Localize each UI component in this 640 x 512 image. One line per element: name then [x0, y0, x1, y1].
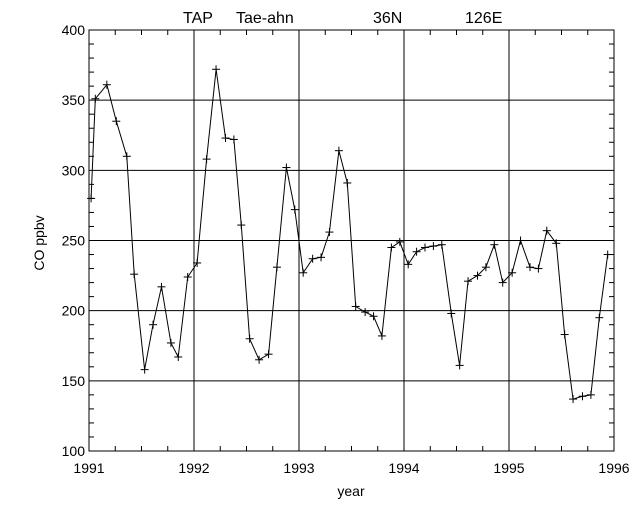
data-point [237, 221, 246, 230]
data-point [473, 271, 482, 280]
data-point [508, 268, 517, 277]
grid-lines [89, 30, 614, 451]
x-axis-label: year [337, 483, 365, 499]
data-point [102, 80, 111, 89]
y-tick-labels: 100 150 200 250 300 350 400 [62, 22, 86, 459]
data-point [272, 263, 281, 272]
data-point [586, 390, 595, 399]
data-point [183, 272, 192, 281]
y-tick-label: 150 [62, 373, 86, 389]
data-point [87, 194, 96, 203]
data-point [174, 352, 183, 361]
data-point [212, 65, 221, 74]
data-point [343, 178, 352, 187]
axis-ticks [89, 30, 614, 451]
data-point [149, 320, 158, 329]
data-point [516, 236, 525, 245]
y-axis-label: CO ppbv [31, 215, 47, 270]
data-point [404, 260, 413, 269]
x-tick-label: 1991 [73, 460, 104, 476]
x-tick-label: 1993 [283, 460, 314, 476]
data-point [245, 334, 254, 343]
y-tick-label: 100 [62, 443, 86, 459]
data-point [334, 146, 343, 155]
data-point [166, 338, 175, 347]
data-point [560, 330, 569, 339]
title-site: Tae-ahn [236, 10, 294, 27]
data-point [464, 277, 473, 286]
data-point [412, 247, 421, 256]
y-tick-label: 350 [62, 92, 86, 108]
data-point [264, 350, 273, 359]
data-point [498, 278, 507, 287]
data-point [140, 365, 149, 374]
data-point [569, 395, 578, 404]
data-point [429, 242, 438, 251]
data-point [221, 134, 230, 143]
data-point [351, 302, 360, 311]
data-point [490, 240, 499, 249]
data-point [595, 313, 604, 322]
y-tick-label: 250 [62, 233, 86, 249]
data-point [377, 331, 386, 340]
x-tick-labels: 1991 1992 1993 1994 1995 1996 [73, 460, 629, 476]
x-tick-label: 1992 [178, 460, 209, 476]
data-point [317, 253, 326, 262]
y-tick-label: 300 [62, 162, 86, 178]
data-point [542, 226, 551, 235]
data-point [455, 361, 464, 370]
data-point [552, 239, 561, 248]
data-point [202, 155, 211, 164]
data-markers [87, 65, 612, 404]
data-point [308, 254, 317, 263]
data-point [578, 392, 587, 401]
data-point [229, 135, 238, 144]
data-point [526, 263, 534, 272]
data-point [534, 264, 543, 273]
data-point [282, 163, 291, 172]
data-point [91, 94, 100, 103]
data-point [112, 117, 121, 126]
x-tick-label: 1996 [598, 460, 629, 476]
series-line [90, 69, 609, 400]
data-point [447, 309, 456, 318]
data-point [290, 205, 299, 214]
data-point [387, 243, 396, 252]
x-tick-label: 1994 [388, 460, 419, 476]
data-point [603, 250, 612, 259]
data-point [130, 270, 139, 279]
data-point [437, 240, 446, 249]
y-tick-label: 400 [62, 22, 86, 38]
x-tick-label: 1995 [493, 460, 524, 476]
data-point [361, 308, 370, 317]
data-point [481, 263, 490, 272]
title-latitude: 36N [373, 10, 402, 27]
data-point [255, 355, 264, 364]
data-point [421, 243, 429, 252]
data-point [325, 228, 334, 237]
data-point [157, 282, 166, 291]
data-point [122, 152, 131, 161]
data-point [299, 268, 308, 277]
data-point [193, 258, 202, 267]
title-longitude: 126E [465, 10, 502, 27]
y-tick-label: 200 [62, 303, 86, 319]
data-point [369, 312, 378, 321]
title-station: TAP [183, 10, 213, 27]
data-point [395, 237, 404, 246]
